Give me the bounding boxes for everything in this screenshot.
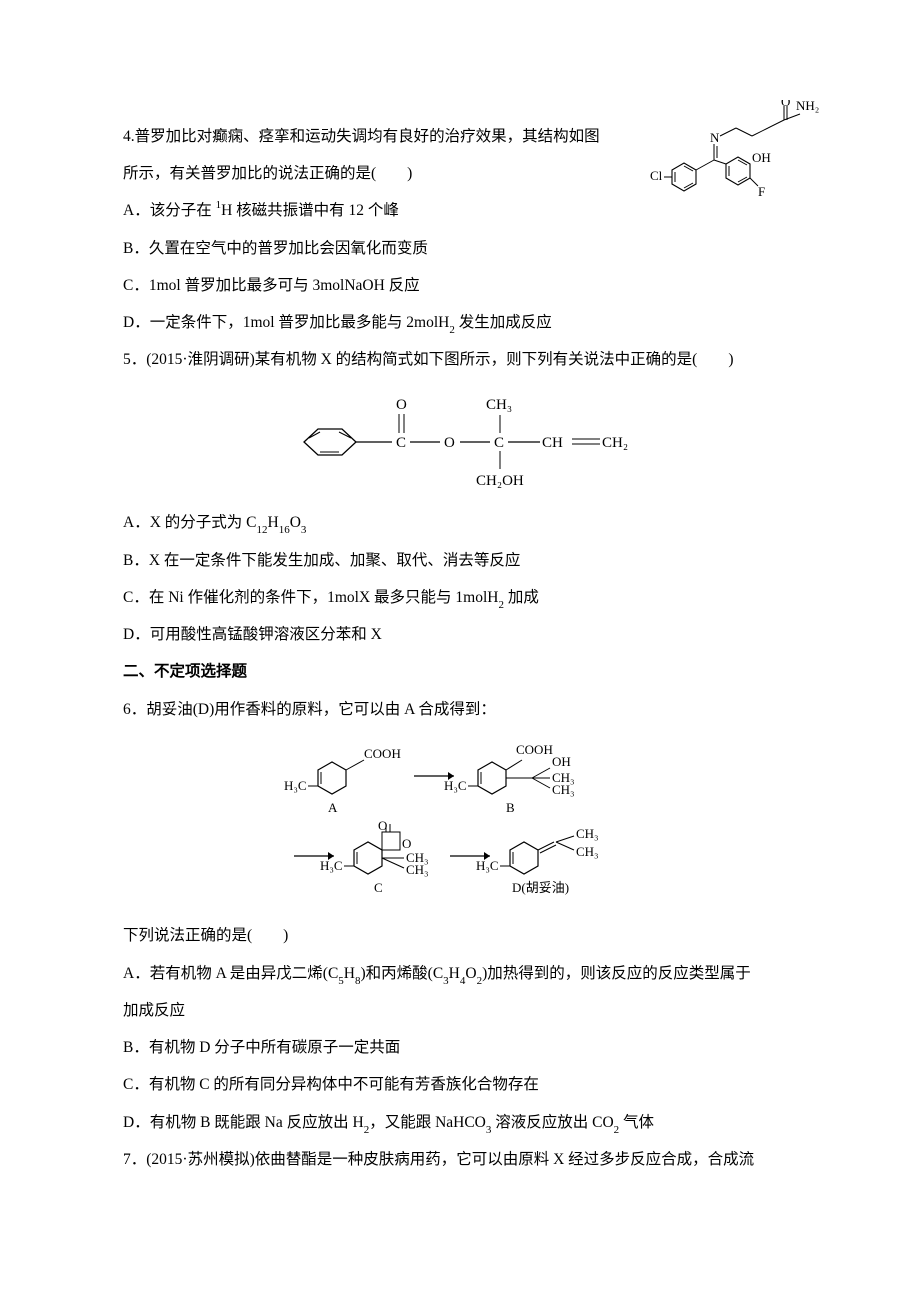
q6-d-pre: D．有机物 B 既能跟 Na 反应放出 H bbox=[123, 1114, 364, 1131]
q5-option-a: A．X 的分子式为 C12H16O3 bbox=[123, 504, 804, 541]
page: Cl OH F N O bbox=[0, 0, 920, 1302]
svg-text:N: N bbox=[710, 130, 720, 145]
q6-a-m4: O bbox=[465, 965, 476, 982]
q6-a-s5: 2 bbox=[477, 975, 483, 987]
q6-a-s1: 5 bbox=[338, 975, 344, 987]
svg-text:CH₃: CH₃ bbox=[552, 782, 575, 797]
svg-text:CH₃: CH₃ bbox=[486, 397, 512, 413]
svg-text:CH₂: CH₂ bbox=[602, 435, 628, 451]
q6-option-a-line1: A．若有机物 A 是由异戊二烯(C5H8)和丙烯酸(C3H4O2)加热得到的，则… bbox=[123, 955, 804, 992]
q4-d-post: 发生加成反应 bbox=[455, 314, 552, 331]
q5-option-c: C．在 Ni 作催化剂的条件下，1molX 最多只能与 1molH2 加成 bbox=[123, 579, 804, 616]
q5-a-s1: 12 bbox=[256, 524, 267, 536]
svg-text:H₃C: H₃C bbox=[320, 858, 343, 873]
svg-text:D(胡妥油): D(胡妥油) bbox=[512, 880, 569, 895]
q6-a-pre: A．若有机物 A 是由异戊二烯(C bbox=[123, 965, 338, 982]
svg-text:C: C bbox=[396, 435, 406, 451]
q6-a-m1: H bbox=[344, 965, 355, 982]
q4-option-b: B．久置在空气中的普罗加比会因氧化而变质 bbox=[123, 230, 804, 267]
q6-a-m2: )和丙烯酸(C bbox=[361, 965, 444, 982]
q4-option-d: D．一定条件下，1mol 普罗加比最多能与 2molH2 发生加成反应 bbox=[123, 304, 804, 341]
svg-text:O: O bbox=[402, 836, 411, 851]
svg-text:A: A bbox=[328, 800, 338, 815]
q6-option-a-line2: 加成反应 bbox=[123, 992, 804, 1029]
q5-c-pre: C．在 Ni 作催化剂的条件下，1molX 最多只能与 1molH bbox=[123, 589, 498, 606]
svg-text:H₃C: H₃C bbox=[444, 778, 467, 793]
q4-a-pre: A．该分子在 bbox=[123, 202, 216, 219]
q6-d-s2: 3 bbox=[486, 1124, 492, 1136]
q6-d-post: 气体 bbox=[619, 1114, 654, 1131]
q4-a-sup: 1 bbox=[216, 199, 222, 211]
svg-text:B: B bbox=[506, 800, 515, 815]
q4-d-sub: 2 bbox=[449, 324, 455, 336]
q5-c-post: 加成 bbox=[504, 589, 539, 606]
q5-stem: 5．(2015·淮阴调研)某有机物 X 的结构简式如下图所示，则下列有关说法中正… bbox=[123, 341, 804, 378]
q6-synthesis-diagram: H₃C COOH A H₃C COOH OH CH₃ CH₃ B bbox=[123, 732, 804, 916]
q6-d-s1: 2 bbox=[364, 1124, 370, 1136]
svg-text:OH: OH bbox=[552, 754, 571, 769]
svg-text:COOH: COOH bbox=[516, 742, 553, 757]
svg-text:O: O bbox=[781, 100, 790, 109]
q6-a-s4: 4 bbox=[460, 975, 466, 987]
q5-a-s2: 16 bbox=[279, 524, 290, 536]
svg-text:COOH: COOH bbox=[364, 746, 401, 761]
svg-text:F: F bbox=[758, 184, 765, 199]
svg-text:OH: OH bbox=[752, 150, 771, 165]
q6-after: 下列说法正确的是( ) bbox=[123, 917, 804, 954]
svg-text:O: O bbox=[444, 435, 455, 451]
q5-a-m1: H bbox=[267, 514, 278, 531]
svg-text:CH₃: CH₃ bbox=[576, 844, 599, 859]
section-2-heading: 二、不定项选择题 bbox=[123, 653, 804, 690]
q6-a-post: )加热得到的，则该反应的反应类型属于 bbox=[482, 965, 751, 982]
q6-a-s2: 8 bbox=[355, 975, 361, 987]
q6-stem: 6．胡妥油(D)用作香料的原料，它可以由 A 合成得到： bbox=[123, 691, 804, 728]
q6-a-s3: 3 bbox=[443, 975, 449, 987]
q6-d-s3: 2 bbox=[614, 1124, 620, 1136]
q4-a-post: H 核磁共振谱中有 12 个峰 bbox=[221, 202, 399, 219]
svg-text:CH₃: CH₃ bbox=[406, 862, 429, 877]
q5-c-sub: 2 bbox=[498, 599, 504, 611]
svg-text:H₃C: H₃C bbox=[476, 858, 499, 873]
svg-text:C: C bbox=[374, 880, 383, 895]
svg-text:CH₂OH: CH₂OH bbox=[476, 473, 524, 489]
q6-option-b: B．有机物 D 分子中所有碳原子一定共面 bbox=[123, 1029, 804, 1066]
q5-a-pre: A．X 的分子式为 C bbox=[123, 514, 256, 531]
q5-option-b: B．X 在一定条件下能发生加成、加聚、取代、消去等反应 bbox=[123, 542, 804, 579]
svg-text:C: C bbox=[494, 435, 504, 451]
svg-text:H₃C: H₃C bbox=[284, 778, 307, 793]
svg-text:CH₃: CH₃ bbox=[576, 826, 599, 841]
q5-structure-diagram: C O O C CH₃ CH₂OH CH CH₂ bbox=[123, 387, 804, 501]
q5-a-m2: O bbox=[290, 514, 301, 531]
svg-text:Cl: Cl bbox=[650, 168, 663, 183]
q5-a-s3: 3 bbox=[301, 524, 307, 536]
q6-d-m2: 溶液反应放出 CO bbox=[491, 1114, 613, 1131]
q4-option-c: C．1mol 普罗加比最多可与 3molNaOH 反应 bbox=[123, 267, 804, 304]
q7-stem: 7．(2015·苏州模拟)依曲替酯是一种皮肤病用药，它可以由原料 X 经过多步反… bbox=[123, 1141, 804, 1178]
q6-option-d: D．有机物 B 既能跟 Na 反应放出 H2，又能跟 NaHCO3 溶液反应放出… bbox=[123, 1104, 804, 1141]
q6-d-m1: ，又能跟 NaHCO bbox=[369, 1114, 486, 1131]
svg-text:NH₂: NH₂ bbox=[796, 100, 819, 113]
svg-text:O: O bbox=[396, 397, 407, 413]
q6-option-c: C．有机物 C 的所有同分异构体中不可能有芳香族化合物存在 bbox=[123, 1066, 804, 1103]
svg-text:CH: CH bbox=[542, 435, 563, 451]
q6-a-m3: H bbox=[449, 965, 460, 982]
q4-d-pre: D．一定条件下，1mol 普罗加比最多能与 2molH bbox=[123, 314, 449, 331]
q4-structure-diagram: Cl OH F N O bbox=[650, 100, 820, 230]
q5-option-d: D．可用酸性高锰酸钾溶液区分苯和 X bbox=[123, 616, 804, 653]
